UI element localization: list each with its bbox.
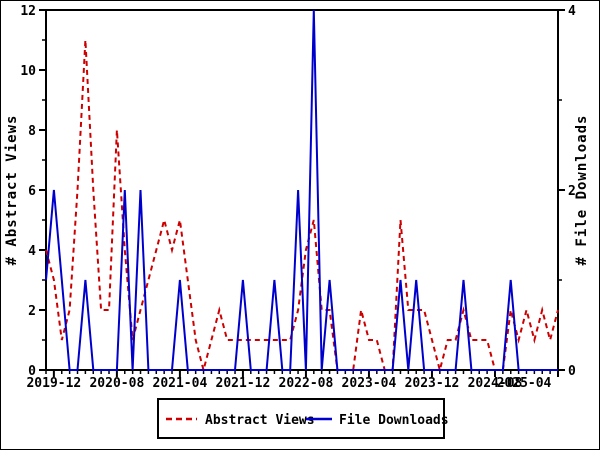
left-axis-tick-label: 2	[28, 304, 36, 319]
right-axis-title: # File Downloads	[574, 115, 590, 266]
legend-box	[157, 398, 445, 439]
left-axis-tick-label: 12	[20, 4, 36, 19]
left-axis-tick-label: 10	[20, 64, 36, 79]
x-axis-tick-label: 2021-04	[153, 376, 208, 391]
left-axis-tick-label: 0	[28, 364, 36, 379]
left-axis-title: # Abstract Views	[4, 115, 20, 266]
left-axis-tick-label: 4	[28, 244, 36, 259]
left-axis-tick-label: 6	[28, 184, 36, 199]
right-axis-tick-label: 0	[568, 364, 576, 379]
x-axis-tick-label: 2023-12	[405, 376, 460, 391]
x-axis-tick-label: 2023-04	[342, 376, 397, 391]
x-axis-tick-label: 2020-08	[89, 376, 144, 391]
x-axis-tick-label: 2025-04	[497, 376, 552, 391]
legend: Abstract Views File Downloads	[157, 398, 449, 439]
legend-label-abstract-views: Abstract Views	[205, 413, 315, 428]
right-axis-tick-label: 4	[568, 4, 576, 19]
x-axis-tick-label: 2021-12	[216, 376, 271, 391]
plot-area: 0 2 4 6 8 10 12 0 2 4 2019-12 2020-08 2021-04 2021-12…	[20, 4, 576, 391]
legend-label-file-downloads: File Downloads	[339, 413, 449, 428]
x-axis-tick-label: 2022-08	[279, 376, 334, 391]
x-axis-tick-label: 2024-08	[468, 376, 523, 391]
left-axis-tick-label: 8	[28, 124, 36, 139]
series-file-downloads	[45, 9, 558, 371]
right-axis-tick-label: 2	[568, 184, 576, 199]
x-axis-tick-label: 2019-12	[26, 376, 81, 391]
